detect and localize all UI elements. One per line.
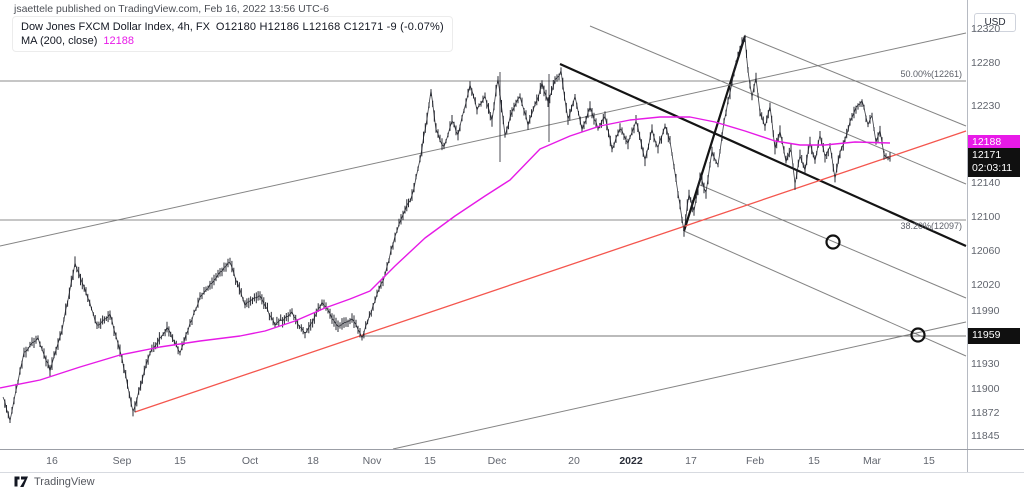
ma-value: 12188 (103, 35, 135, 47)
publish-info: jsaettele published on TradingView.com, … (14, 3, 329, 15)
price-tick-11930: 11930 (971, 358, 1000, 370)
target-circle-2[interactable] (910, 327, 926, 343)
ohlc-values: O12180 H12186 L12168 C12171 -9 (-0.07%) (215, 21, 444, 33)
time-tick-12-15: 15 (808, 455, 820, 467)
time-tick-2-15: 15 (174, 455, 186, 467)
price-tick-12100: 12100 (971, 211, 1001, 223)
symbol-title[interactable]: Dow Jones FXCM Dollar Index, 4h, FX (21, 21, 210, 33)
price-tick-12230: 12230 (971, 100, 1001, 112)
falling-parallel-3[interactable] (699, 184, 967, 299)
price-tick-11900: 11900 (971, 383, 1000, 395)
fib-382-label[interactable]: 38.20%(12097) (900, 221, 962, 231)
ma-price-badge: 12188 (968, 135, 1020, 151)
time-tick-1-Sep: Sep (112, 455, 132, 467)
price-axis-border (967, 0, 968, 472)
time-tick-8-20: 20 (568, 455, 580, 467)
price-series-bars (4, 34, 891, 423)
bar-countdown: 02:03:11 (972, 161, 1013, 174)
falling-parallel-1[interactable] (744, 35, 967, 127)
fib-50-label[interactable]: 50.00%(12261) (900, 69, 962, 79)
time-tick-7-Dec: Dec (487, 455, 507, 467)
footer-separator (0, 472, 1024, 473)
falling-parallel-2[interactable] (589, 25, 967, 185)
target-circle-1[interactable] (825, 234, 841, 250)
time-tick-14-15: 15 (923, 455, 935, 467)
price-tick-11872: 11872 (971, 407, 1000, 419)
time-tick-3-Oct: Oct (241, 455, 259, 467)
level-price-badge: 11959 (968, 328, 1020, 344)
price-tick-12060: 12060 (971, 245, 1001, 257)
tradingview-logo[interactable]: TradingView (14, 475, 95, 488)
ma-label: MA (200, close) (21, 35, 98, 47)
time-tick-4-18: 18 (307, 455, 319, 467)
thick-falling-trendline[interactable] (559, 62, 967, 248)
price-tick-12140: 12140 (971, 177, 1001, 189)
time-tick-0-16: 16 (46, 455, 58, 467)
ma-badge-value: 12188 (972, 136, 1002, 148)
rising-channel-upper[interactable] (0, 32, 967, 247)
time-tick-11-Feb: Feb (745, 455, 765, 467)
price-tick-12320: 12320 (971, 23, 1001, 35)
red-uptrend-line[interactable] (134, 130, 967, 413)
legend: Dow Jones FXCM Dollar Index, 4h, FX O1218… (12, 16, 453, 52)
thick-rising-spike-line[interactable] (682, 35, 747, 232)
currency-toggle-button[interactable]: USD (974, 13, 1016, 32)
tradingview-logo-icon (14, 476, 28, 487)
time-axis-border (0, 449, 1024, 450)
price-tick-12280: 12280 (971, 57, 1001, 69)
price-tick-12020: 12020 (971, 279, 1001, 291)
price-tick-11845: 11845 (971, 430, 1000, 442)
ma-indicator-row[interactable]: MA (200, close) 12188 (21, 34, 444, 48)
tradingview-logo-text: TradingView (34, 475, 95, 488)
time-tick-6-15: 15 (424, 455, 436, 467)
time-tick-5-Nov: Nov (362, 455, 382, 467)
level-badge-value: 11959 (972, 329, 1001, 341)
rising-channel-lower[interactable] (392, 321, 967, 450)
price-tick-11990: 11990 (971, 305, 1000, 317)
last-price-value: 12171 (972, 148, 1002, 161)
time-tick-10-17: 17 (685, 455, 697, 467)
price-series (2, 35, 891, 421)
falling-parallel-4[interactable] (683, 230, 967, 357)
last-price-badge: 12171 02:03:11 (968, 147, 1020, 177)
ma-200-line (0, 116, 891, 389)
time-tick-9-2022: 2022 (619, 455, 643, 467)
time-tick-13-Mar: Mar (862, 455, 882, 467)
